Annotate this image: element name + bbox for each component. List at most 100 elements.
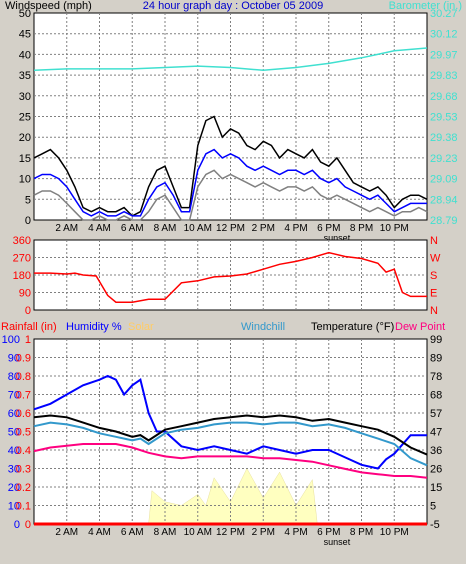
barometer-tick-label: 29.38: [430, 132, 458, 144]
direction-compass-tick-label: E: [430, 288, 437, 300]
temperature-tick-label: 89: [430, 353, 442, 365]
temperature-tick-label: 78: [430, 371, 442, 383]
rainfall-tick-label: 0.6: [16, 408, 31, 420]
wind-x-tick-label: 8 PM: [350, 223, 373, 234]
barometer-in-series-line: [33, 47, 428, 72]
temperature-x-tick-label: 2 PM: [252, 527, 275, 538]
rainfall-tick-label: 0: [25, 519, 31, 531]
barometer-axis-label: Barometer (in.): [389, 0, 462, 12]
direction-compass-tick-label: N: [430, 235, 438, 247]
windchill-series-line: [33, 421, 428, 467]
windspeed-tick-label: 20: [19, 132, 31, 144]
humidity-tick-label: 50: [8, 427, 20, 439]
rainfall-tick-label: 0.4: [16, 445, 31, 457]
humidity-tick-label: 60: [8, 408, 20, 420]
wind-x-tick-label: 2 AM: [55, 223, 78, 234]
temperature-x-tick-label: 10 AM: [184, 527, 212, 538]
humidity-tick-label: 20: [8, 482, 20, 494]
wind-x-tick-label: 2 PM: [252, 223, 275, 234]
temperature-x-tick-label: 4 PM: [284, 527, 307, 538]
humidity-tick-label: 80: [8, 371, 20, 383]
barometer-tick-label: 29.53: [430, 112, 458, 124]
dewpoint-axis-label: Dew Point: [395, 321, 445, 333]
humidity-tick-label: 100: [2, 334, 20, 346]
rainfall-tick-label: 0.5: [16, 427, 31, 439]
barometer-tick-label: 29.97: [430, 49, 458, 61]
temperature-x-tick-label: 4 AM: [88, 527, 111, 538]
barometer-tick-label: 29.83: [430, 70, 458, 82]
windspeed-tick-label: 45: [19, 29, 31, 41]
temperature-x-tick-label: 12 PM: [216, 527, 245, 538]
direction-degrees-tick-label: 0: [25, 305, 31, 317]
windspeed-tick-label: 40: [19, 49, 31, 61]
humidity-tick-label: 10: [8, 501, 20, 513]
rainfall-tick-label: 0.7: [16, 390, 31, 402]
rainfall-tick-label: 0.3: [16, 464, 31, 476]
average-wind-series-line: [33, 148, 427, 217]
windspeed-tick-label: 15: [19, 153, 31, 165]
wind-x-tick-label: 10 PM: [380, 223, 409, 234]
windspeed-tick-label: 5: [25, 194, 31, 206]
windspeed-tick-label: 50: [19, 8, 31, 20]
direction-degrees-tick-label: 270: [13, 253, 31, 265]
humidity-tick-label: 30: [8, 464, 20, 476]
barometer-tick-label: 28.94: [430, 194, 458, 206]
wind-x-tick-label: 4 PM: [284, 223, 307, 234]
wind-x-tick-label: 4 AM: [88, 223, 111, 234]
temperature-x-tick-label: 6 AM: [121, 527, 144, 538]
rainfall-axis-label: Rainfall (in): [1, 321, 57, 333]
direction-degrees-tick-label: 90: [19, 288, 31, 300]
direction-compass-tick-label: N: [430, 305, 438, 317]
temperature-tick-label: -5: [430, 519, 440, 531]
windspeed-tick-label: 25: [19, 112, 31, 124]
temperature-x-tick-label: 10 PM: [380, 527, 409, 538]
temperature-tick-label: 15: [430, 482, 442, 494]
barometer-tick-label: 30.12: [430, 29, 458, 41]
direction-compass-tick-label: S: [430, 270, 437, 282]
wind-x-tick-label: 10 AM: [184, 223, 212, 234]
wind-x-tick-label: 8 AM: [154, 223, 177, 234]
windspeed-axis-label: Windspeed (mph): [5, 0, 92, 12]
windchill-axis-label: Windchill: [241, 321, 285, 333]
windspeed-tick-label: 10: [19, 174, 31, 186]
rainfall-tick-label: 1: [25, 334, 31, 346]
low-wind-series-line: [33, 169, 428, 221]
rainfall-tick-label: 0.2: [16, 482, 31, 494]
windspeed-mph-series-line: [33, 115, 428, 217]
temperature-tick-label: 26: [430, 464, 442, 476]
barometer-tick-label: 28.79: [430, 215, 458, 227]
temperature-tick-label: 5: [430, 501, 436, 513]
chart-title: 24 hour graph day : October 05 2009: [143, 0, 323, 12]
temperature-x-tick-label: 8 AM: [154, 527, 177, 538]
barometer-tick-label: 30.27: [430, 8, 458, 20]
windspeed-tick-label: 30: [19, 91, 31, 103]
wind-x-tick-label: 6 PM: [317, 223, 340, 234]
humidity-series-line: [33, 374, 427, 470]
temperature-x-tick-label: 6 PM: [317, 527, 340, 538]
temperature-tick-label: 36: [430, 445, 442, 457]
dew-point-series-line: [33, 443, 428, 479]
temperature-f-series-line: [33, 414, 428, 456]
direction-compass-tick-label: W: [430, 253, 441, 265]
direction-degrees-tick-label: 180: [13, 270, 31, 282]
humidity-tick-label: 0: [14, 519, 20, 531]
temperature-axis-label: Temperature (°F): [311, 321, 394, 333]
solar-axis-label: Solar: [128, 321, 154, 333]
humidity-tick-label: 70: [8, 390, 20, 402]
humidity-axis-label: Humidity %: [66, 321, 122, 333]
humidity-tick-label: 40: [8, 445, 20, 457]
rainfall-tick-label: 0.1: [16, 501, 31, 513]
barometer-tick-label: 29.09: [430, 174, 458, 186]
windspeed-tick-label: 35: [19, 70, 31, 82]
temperature-x-tick-label: 2 AM: [55, 527, 78, 538]
humidity-tick-label: 90: [8, 353, 20, 365]
direction-degrees-tick-label: 360: [13, 235, 31, 247]
wind-x-tick-label: 12 PM: [216, 223, 245, 234]
temperature-tick-label: 57: [430, 408, 442, 420]
temperature-tick-label: 47: [430, 427, 442, 439]
temperature-tick-label: 99: [430, 334, 442, 346]
barometer-tick-label: 29.23: [430, 153, 458, 165]
windspeed-tick-label: 0: [25, 215, 31, 227]
